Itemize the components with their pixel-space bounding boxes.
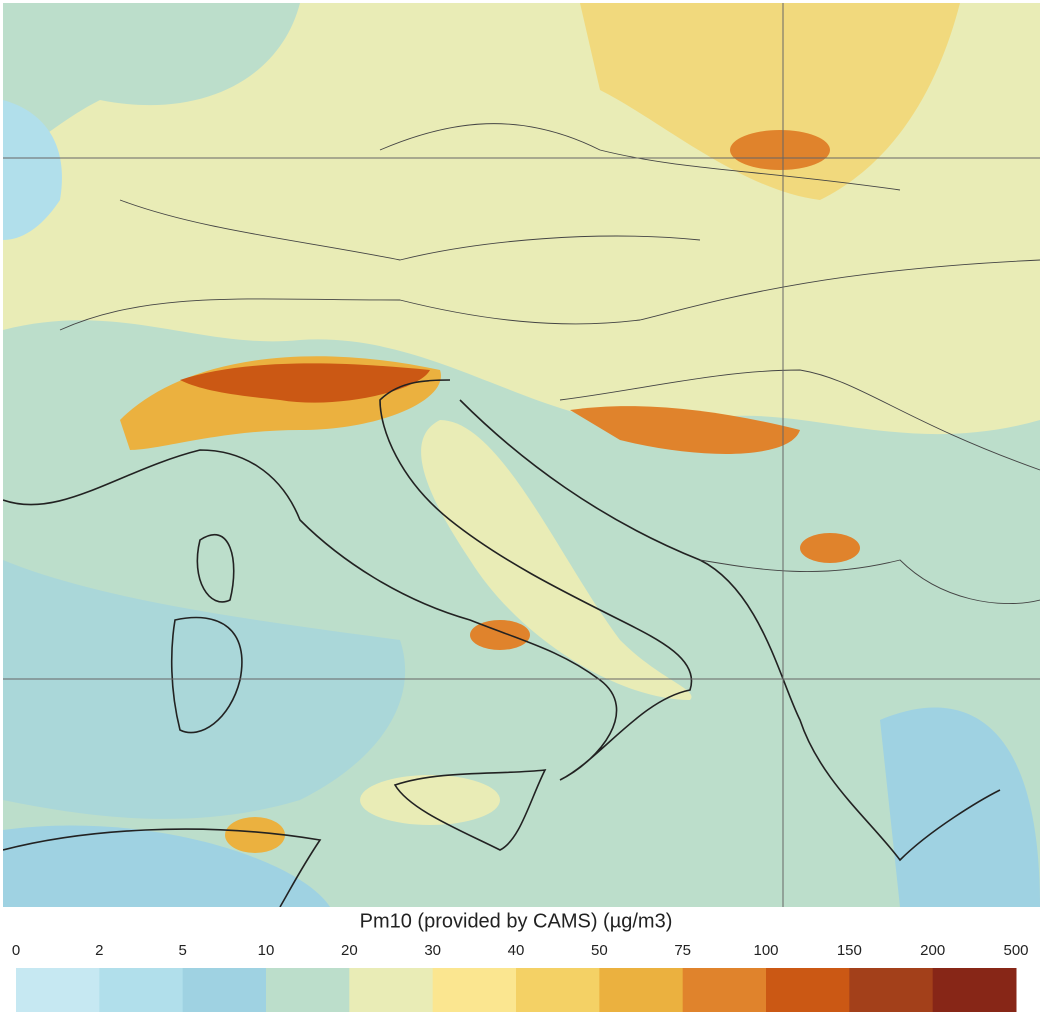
colorbar-tick-label: 2 [95, 942, 103, 959]
colorbar-tick-label: 5 [178, 942, 186, 959]
colorbar-tick-label: 150 [837, 942, 862, 959]
country-borders [59, 123, 1040, 605]
colorbar-tick-label: 50 [591, 942, 608, 959]
colorbar-tick-label: 75 [674, 942, 691, 959]
colorbar-tick-label: 30 [424, 942, 441, 959]
colorbar: Pm10 (provided by CAMS) (µg/m3) 0 2 5 10 20 3… [12, 910, 1029, 1012]
colorbar-tick-label: 0 [12, 942, 20, 959]
color-segment [766, 968, 850, 1012]
color-segment [182, 968, 267, 1012]
color-segment [849, 968, 934, 1012]
colorbar-tick-label: 500 [1003, 942, 1028, 959]
color-segment [599, 968, 684, 1012]
colorbar-tick-label: 40 [508, 942, 525, 959]
concentration-field [3, 3, 1040, 907]
color-segment [682, 968, 767, 1012]
color-segment [932, 968, 1017, 1012]
color-segment [432, 968, 517, 1012]
colorbar-title: Pm10 (provided by CAMS) (µg/m3) [360, 910, 673, 932]
colorbar-tick-label: 200 [920, 942, 945, 959]
colorbar-tick-label: 10 [258, 942, 275, 959]
map [3, 3, 1040, 907]
color-segment [266, 968, 350, 1012]
colorbar-tick-label: 100 [753, 942, 778, 959]
colorbar-tick-label: 20 [341, 942, 358, 959]
color-segment [99, 968, 184, 1012]
color-segment [349, 968, 434, 1012]
color-segment [516, 968, 600, 1012]
coastlines [3, 379, 1001, 907]
color-segment [16, 968, 100, 1012]
